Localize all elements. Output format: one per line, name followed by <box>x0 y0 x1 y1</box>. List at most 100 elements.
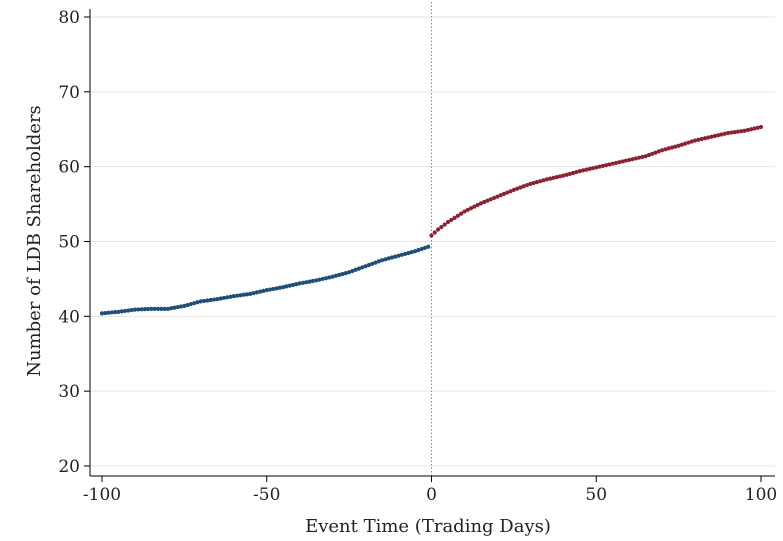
data-point <box>393 254 398 259</box>
data-point <box>399 252 404 257</box>
data-point <box>600 163 605 169</box>
data-point <box>627 157 632 163</box>
data-point <box>416 248 421 253</box>
data-point <box>429 233 434 238</box>
data-point <box>538 179 543 184</box>
data-point <box>571 170 576 176</box>
data-point <box>218 296 223 301</box>
data-point <box>254 290 259 295</box>
data-point <box>192 301 197 306</box>
data-point <box>103 310 108 316</box>
data-point <box>650 151 655 156</box>
data-point <box>590 166 596 171</box>
data-point <box>159 306 164 311</box>
data-point <box>574 169 579 175</box>
data-point <box>376 259 381 264</box>
data-point <box>409 250 414 255</box>
data-point <box>587 166 592 172</box>
data-point <box>554 175 559 180</box>
data-point <box>656 149 661 154</box>
data-point <box>386 256 391 261</box>
data-point <box>702 136 708 141</box>
data-point <box>347 270 352 275</box>
y-tick-label: 30 <box>58 382 80 402</box>
y-tick-label: 60 <box>58 158 80 178</box>
data-point <box>482 199 487 205</box>
data-point <box>643 154 648 159</box>
data-point <box>498 193 503 198</box>
data-point <box>304 280 309 285</box>
data-point <box>567 171 572 176</box>
data-point <box>745 127 750 133</box>
data-point <box>712 133 717 139</box>
data-point <box>221 295 227 301</box>
data-point <box>617 160 622 165</box>
data-point <box>231 294 236 299</box>
data-point <box>396 253 401 258</box>
data-point <box>459 211 464 216</box>
data-point <box>142 307 147 312</box>
data-point <box>492 195 497 201</box>
data-point <box>333 273 339 278</box>
data-point <box>439 224 444 230</box>
data-point <box>330 274 335 279</box>
data-point <box>363 264 368 269</box>
data-point <box>248 291 253 296</box>
data-point <box>594 165 599 170</box>
data-point <box>406 250 411 256</box>
data-point <box>610 161 615 166</box>
data-point <box>478 201 484 206</box>
data-point <box>584 167 589 172</box>
series-0 <box>99 244 431 316</box>
data-point <box>501 191 507 197</box>
data-point <box>337 272 342 277</box>
data-point <box>119 309 124 314</box>
data-point <box>149 306 154 311</box>
data-point <box>452 215 457 220</box>
data-point <box>419 246 424 252</box>
data-point <box>544 177 549 182</box>
data-point <box>468 206 474 211</box>
data-point <box>541 178 546 183</box>
data-point <box>531 180 536 186</box>
data-point <box>175 304 180 310</box>
data-point <box>607 162 612 167</box>
data-point <box>370 261 375 266</box>
data-point <box>449 217 454 223</box>
data-point <box>274 286 279 291</box>
data-point <box>725 130 731 136</box>
data-point <box>284 284 289 289</box>
data-point <box>511 187 516 192</box>
data-point <box>653 150 658 155</box>
data-point <box>238 293 243 298</box>
data-point <box>564 172 569 177</box>
data-point <box>709 134 714 139</box>
data-point <box>297 281 302 286</box>
data-point <box>548 176 553 181</box>
data-point <box>113 310 118 315</box>
x-tick-label: 0 <box>426 485 437 505</box>
data-point <box>485 198 490 203</box>
data-point <box>518 185 523 190</box>
data-point <box>693 138 698 143</box>
data-point <box>202 298 207 304</box>
data-point <box>244 292 250 297</box>
data-point <box>116 309 121 314</box>
data-point <box>383 257 388 262</box>
data-point <box>613 160 619 166</box>
data-point <box>521 184 526 189</box>
y-tick-label: 50 <box>58 233 80 253</box>
data-point <box>676 143 681 148</box>
data-point <box>577 169 582 174</box>
data-point <box>360 265 365 270</box>
data-point <box>264 288 269 293</box>
data-point <box>524 182 530 188</box>
data-point <box>366 262 371 268</box>
data-point <box>528 181 533 186</box>
data-point <box>146 306 151 312</box>
data-point <box>686 140 691 145</box>
gridlines <box>90 16 775 467</box>
data-point <box>432 230 437 235</box>
data-point <box>706 135 711 140</box>
data-point <box>445 219 451 225</box>
